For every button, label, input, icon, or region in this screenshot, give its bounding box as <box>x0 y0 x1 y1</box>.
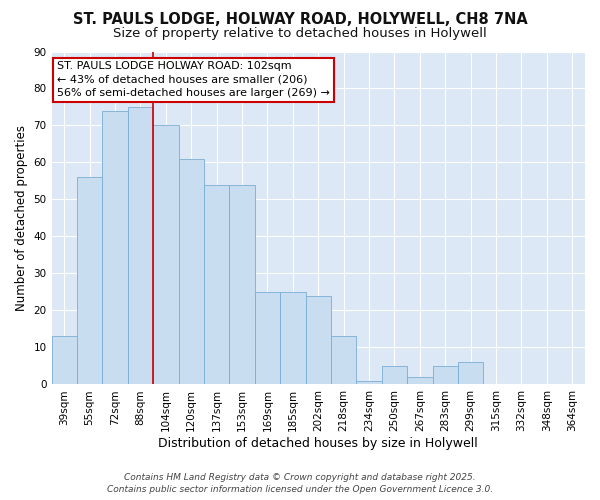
X-axis label: Distribution of detached houses by size in Holywell: Distribution of detached houses by size … <box>158 437 478 450</box>
Bar <box>280 292 305 384</box>
Text: ST. PAULS LODGE, HOLWAY ROAD, HOLYWELL, CH8 7NA: ST. PAULS LODGE, HOLWAY ROAD, HOLYWELL, … <box>73 12 527 28</box>
Bar <box>382 366 407 384</box>
Bar <box>255 292 280 384</box>
Text: Contains HM Land Registry data © Crown copyright and database right 2025.
Contai: Contains HM Land Registry data © Crown c… <box>107 472 493 494</box>
Bar <box>179 159 204 384</box>
Bar <box>204 184 229 384</box>
Bar <box>77 178 103 384</box>
Bar <box>229 184 255 384</box>
Bar <box>52 336 77 384</box>
Bar <box>331 336 356 384</box>
Text: Size of property relative to detached houses in Holywell: Size of property relative to detached ho… <box>113 26 487 40</box>
Bar <box>305 296 331 384</box>
Bar <box>407 377 433 384</box>
Bar <box>433 366 458 384</box>
Bar <box>356 381 382 384</box>
Y-axis label: Number of detached properties: Number of detached properties <box>15 125 28 311</box>
Bar <box>153 126 179 384</box>
Bar <box>128 107 153 384</box>
Bar <box>103 110 128 384</box>
Bar <box>458 362 484 384</box>
Text: ST. PAULS LODGE HOLWAY ROAD: 102sqm
← 43% of detached houses are smaller (206)
5: ST. PAULS LODGE HOLWAY ROAD: 102sqm ← 43… <box>57 62 330 98</box>
